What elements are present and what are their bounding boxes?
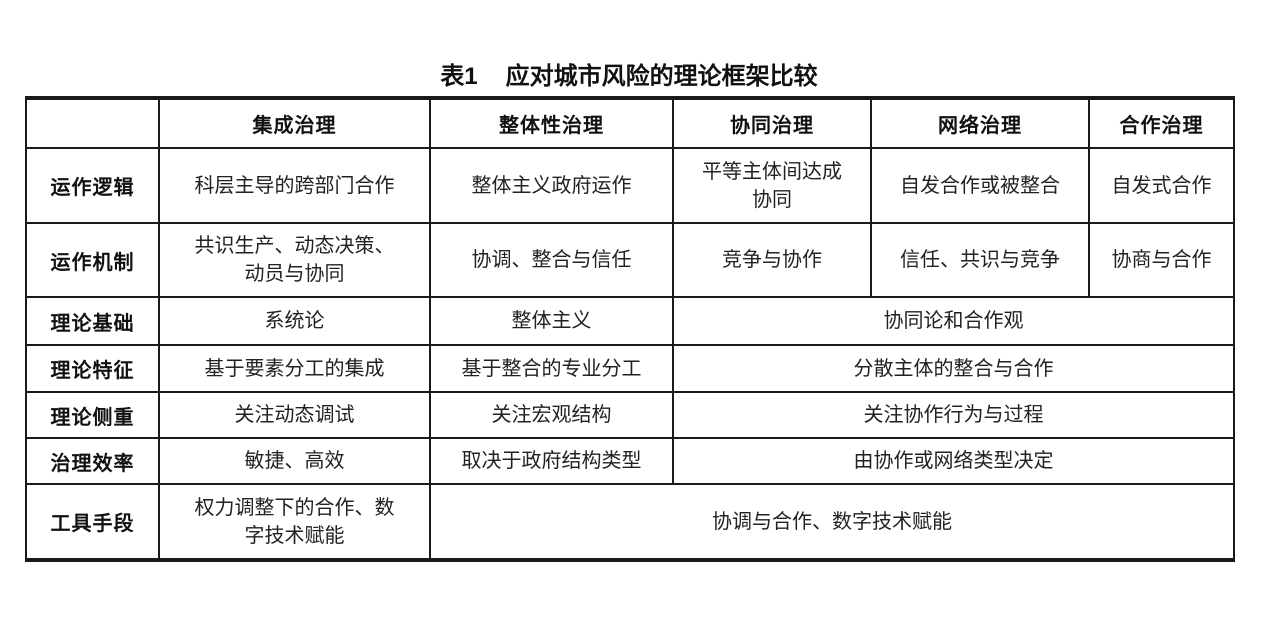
table-cell-merged: 分散主体的整合与合作 [672, 344, 1235, 393]
table-cell: 敏捷、高效 [158, 437, 431, 485]
row-label: 理论基础 [25, 296, 160, 346]
table-cell-merged: 关注协作行为与过程 [672, 391, 1235, 439]
table-title: 表1 应对城市风险的理论框架比较 [25, 56, 1233, 91]
column-header: 集成治理 [158, 97, 431, 149]
table-cell-merged: 协调与合作、数字技术赋能 [429, 483, 1235, 561]
header-row: 集成治理 整体性治理 协同治理 网络治理 合作治理 [25, 97, 1235, 149]
table-cell-merged: 协同论和合作观 [672, 296, 1235, 346]
table-cell: 基于要素分工的集成 [158, 344, 431, 393]
table-cell: 平等主体间达成 协同 [672, 147, 872, 224]
table-cell: 取决于政府结构类型 [429, 437, 674, 485]
column-header: 网络治理 [870, 97, 1090, 149]
table-title-text: 应对城市风险的理论框架比较 [505, 63, 818, 90]
table-cell: 科层主导的跨部门合作 [158, 147, 431, 224]
table-row: 治理效率 敏捷、高效 取决于政府结构类型 由协作或网络类型决定 [25, 437, 1235, 485]
table-cell: 关注宏观结构 [429, 391, 674, 439]
table-cell: 竞争与协作 [672, 222, 872, 298]
table-cell: 基于整合的专业分工 [429, 344, 674, 393]
table-number: 表1 [440, 63, 478, 90]
row-label: 工具手段 [25, 483, 160, 561]
table-cell: 权力调整下的合作、数 字技术赋能 [158, 483, 431, 561]
row-label: 运作逻辑 [25, 147, 160, 224]
table-cell: 信任、共识与竞争 [870, 222, 1090, 298]
table-cell: 协调、整合与信任 [429, 222, 674, 298]
column-header: 合作治理 [1088, 97, 1235, 149]
column-header: 整体性治理 [429, 97, 674, 149]
table-cell: 整体主义 [429, 296, 674, 346]
table-row: 运作机制 共识生产、动态决策、 动员与协同 协调、整合与信任 竞争与协作 信任、… [25, 222, 1235, 298]
table-cell: 协商与合作 [1088, 222, 1235, 298]
table-cell: 关注动态调试 [158, 391, 431, 439]
table-row: 理论基础 系统论 整体主义 协同论和合作观 [25, 296, 1235, 346]
column-header-empty [25, 97, 160, 149]
table-row: 运作逻辑 科层主导的跨部门合作 整体主义政府运作 平等主体间达成 协同 自发合作… [25, 147, 1235, 224]
table-cell-merged: 由协作或网络类型决定 [672, 437, 1235, 485]
table-cell: 自发式合作 [1088, 147, 1235, 224]
row-label: 治理效率 [25, 437, 160, 485]
comparison-table: 集成治理 整体性治理 协同治理 网络治理 合作治理 运作逻辑 科层主导的跨部门合… [25, 96, 1235, 562]
table-row: 工具手段 权力调整下的合作、数 字技术赋能 协调与合作、数字技术赋能 [25, 483, 1235, 561]
row-label: 运作机制 [25, 222, 160, 298]
table-cell: 系统论 [158, 296, 431, 346]
row-label: 理论侧重 [25, 391, 160, 439]
table-cell: 整体主义政府运作 [429, 147, 674, 224]
row-label: 理论特征 [25, 344, 160, 393]
column-header: 协同治理 [672, 97, 872, 149]
table-cell: 共识生产、动态决策、 动员与协同 [158, 222, 431, 298]
table-cell: 自发合作或被整合 [870, 147, 1090, 224]
table-row: 理论侧重 关注动态调试 关注宏观结构 关注协作行为与过程 [25, 391, 1235, 439]
table-row: 理论特征 基于要素分工的集成 基于整合的专业分工 分散主体的整合与合作 [25, 344, 1235, 393]
